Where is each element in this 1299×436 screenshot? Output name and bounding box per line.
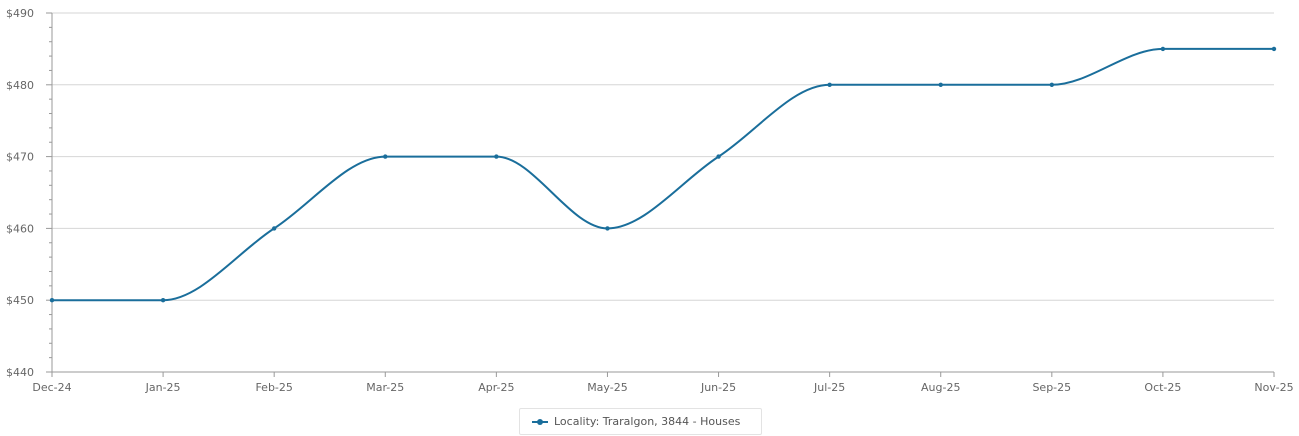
x-tick-label-Aug-25: Aug-25	[921, 381, 960, 394]
series-group	[49, 46, 1277, 303]
x-tick-label-Jul-25: Jul-25	[813, 381, 845, 394]
gridlines	[52, 12, 1274, 301]
data-point-Jun-25	[716, 154, 721, 159]
data-point-Jan-25	[160, 298, 166, 303]
x-tick-label-Feb-25: Feb-25	[255, 381, 292, 394]
x-tick-label-Mar-25: Mar-25	[366, 381, 404, 394]
y-tick-label-470: $470	[6, 151, 34, 164]
data-point-Sep-25	[1049, 82, 1055, 88]
x-tick-label-Dec-24: Dec-24	[32, 381, 71, 394]
x-tick-label-Apr-25: Apr-25	[478, 381, 514, 394]
data-point-Dec-24	[49, 298, 55, 303]
series-line-0	[52, 47, 1274, 302]
data-point-Mar-25	[383, 154, 388, 159]
legend[interactable]: Locality: Traralgon, 3844 - Houses	[519, 408, 762, 435]
x-tick-label-Nov-25: Nov-25	[1254, 381, 1293, 394]
y-tick-label-480: $480	[6, 79, 34, 92]
y-tick-label-440: $440	[6, 366, 34, 379]
data-point-Jul-25	[827, 82, 832, 88]
data-point-Aug-25	[938, 82, 943, 88]
x-axis-ticks: Dec-24 Jan-25 Feb-25 Mar-25 Apr-25 May-25 Jun-…	[32, 372, 1294, 394]
x-tick-label-Oct-25: Oct-25	[1144, 381, 1181, 394]
y-tick-label-450: $450	[6, 294, 34, 307]
legend-label: Locality: Traralgon, 3844 - Houses	[554, 415, 741, 428]
data-point-Feb-25	[271, 226, 277, 231]
y-tick-label-460: $460	[6, 222, 34, 235]
x-tick-label-Jan-25: Jan-25	[145, 381, 181, 394]
y-axis-ticks: $440 $450 $460 $470 $480 $490	[6, 7, 52, 379]
legend-line-icon	[532, 418, 548, 425]
data-point-Apr-25	[494, 154, 499, 159]
data-point-Oct-25	[1160, 46, 1166, 52]
y-tick-label-490: $490	[6, 7, 34, 20]
data-point-May-25	[605, 226, 610, 231]
data-point-Nov-25	[1271, 46, 1277, 52]
x-tick-label-Jun-25: Jun-25	[700, 381, 736, 394]
axes	[51, 13, 1274, 373]
x-tick-label-May-25: May-25	[587, 381, 628, 394]
x-tick-label-Sep-25: Sep-25	[1032, 381, 1071, 394]
